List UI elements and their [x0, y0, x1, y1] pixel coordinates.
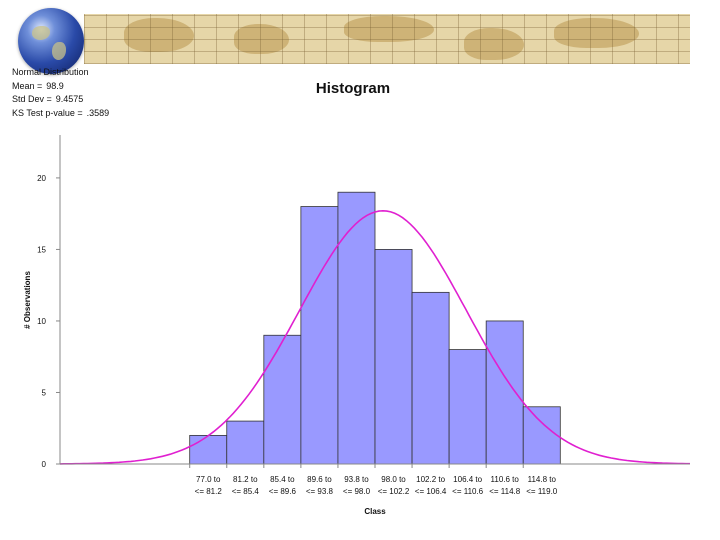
y-tick-label: 20	[37, 174, 46, 183]
chart-title: Histogram	[316, 80, 390, 97]
histogram-bar	[448, 349, 487, 465]
distribution-name: Normal Distribution	[12, 67, 89, 77]
y-tick-label: 0	[42, 460, 47, 469]
std-dev-label: Std Dev =	[12, 94, 52, 104]
mean-label: Mean =	[12, 80, 43, 91]
x-category-label: 85.4 to	[270, 475, 295, 484]
x-category-label: 114.8 to	[528, 475, 557, 484]
normal-fit-curve	[59, 209, 690, 465]
histogram-bar	[226, 420, 265, 465]
y-axis-title: # Observations	[23, 271, 32, 329]
histogram-bar	[263, 334, 302, 465]
distribution-stats: Normal Distribution Mean = 98.9 Std Dev =…	[12, 66, 109, 120]
std-dev-stat: Std Dev = 9.4575	[12, 93, 109, 107]
x-axis-title: Class	[364, 507, 386, 516]
globe-icon	[18, 8, 84, 74]
x-category-label: <= 81.2	[195, 487, 223, 496]
x-category-label: 98.0 to	[381, 475, 406, 484]
std-dev-value: 9.4575	[55, 94, 84, 104]
ks-test-stat: KS Test p-value = .3589	[12, 107, 109, 121]
x-category-label: 89.6 to	[307, 475, 332, 484]
mean-stat: Mean = 98.9	[12, 80, 109, 94]
y-tick-label: 10	[37, 317, 46, 326]
x-category-label: <= 106.4	[415, 487, 447, 496]
y-tick-label: 5	[42, 388, 47, 397]
x-category-label: 93.8 to	[344, 475, 369, 484]
y-tick-label: 15	[37, 245, 46, 254]
x-category-label: <= 85.4	[232, 487, 260, 496]
mean-value: 98.9	[46, 80, 64, 91]
x-category-label: <= 119.0	[526, 487, 558, 496]
x-axis-category-labels: 77.0 to <= 81.2 81.2 to <= 85.4 85.4 to <= 89…	[189, 464, 558, 496]
x-category-label: <= 110.6	[452, 487, 484, 496]
x-category-label: <= 93.8	[306, 487, 334, 496]
ks-test-value: .3589	[86, 107, 110, 118]
histogram-bar	[300, 206, 339, 465]
histogram-bar	[485, 320, 524, 465]
histogram-bar	[411, 291, 450, 465]
x-category-label: <= 114.8	[489, 487, 521, 496]
x-category-label: <= 98.0	[343, 487, 371, 496]
histogram-bar	[522, 406, 561, 465]
histogram-bar	[374, 249, 413, 465]
x-category-label: <= 102.2	[378, 487, 410, 496]
histogram-bar	[337, 191, 376, 465]
ks-test-label: KS Test p-value =	[12, 107, 83, 118]
x-category-label: 77.0 to	[196, 475, 221, 484]
x-category-label: 110.6 to	[491, 475, 520, 484]
y-axis-ticks: 0 5 10 15 20	[37, 174, 60, 469]
x-category-label: 102.2 to	[416, 475, 445, 484]
histogram-bars	[189, 191, 561, 465]
x-category-label: 81.2 to	[233, 475, 258, 484]
world-map-banner	[84, 14, 690, 64]
x-category-label: <= 89.6	[269, 487, 297, 496]
x-category-label: 106.4 to	[453, 475, 482, 484]
histogram-bar	[189, 434, 228, 465]
